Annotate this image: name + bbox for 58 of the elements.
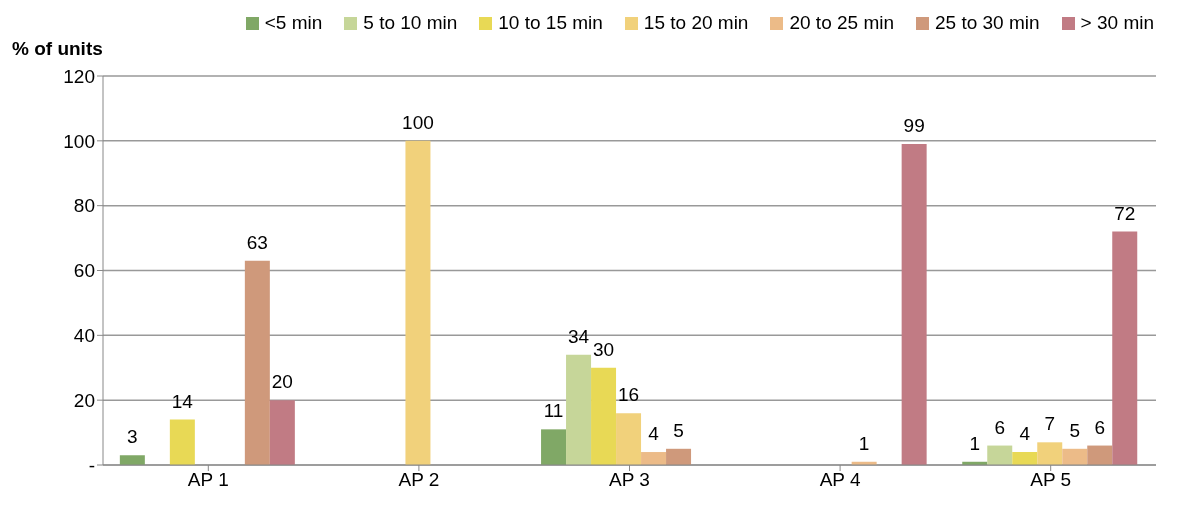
bar — [566, 354, 592, 465]
bar — [987, 445, 1013, 465]
data-label: 20 — [271, 371, 293, 393]
data-label: 6 — [994, 416, 1006, 438]
y-tick-label: 20 — [73, 389, 95, 411]
bar — [169, 419, 195, 465]
data-label: 5 — [1069, 419, 1081, 441]
data-label: 3 — [127, 426, 138, 448]
bar — [1112, 231, 1138, 465]
y-tick-label: - — [88, 454, 95, 476]
legend-label: 25 to 30 min — [935, 12, 1040, 34]
bar — [269, 400, 295, 465]
data-label: 1 — [969, 432, 981, 454]
bar — [1062, 448, 1088, 465]
legend-label: 15 to 20 min — [643, 12, 749, 34]
bar — [666, 448, 692, 465]
y-tick-label: 60 — [73, 260, 95, 282]
legend-label: <5 min — [264, 12, 323, 34]
bar — [1012, 452, 1038, 465]
x-tick-label: AP 3 — [609, 469, 650, 491]
x-tick-label: AP 5 — [1030, 469, 1072, 491]
bar — [119, 455, 145, 465]
data-label: 30 — [592, 338, 615, 360]
data-label: 11 — [543, 400, 564, 422]
x-tick-label: AP 4 — [819, 469, 861, 491]
bar — [244, 260, 270, 465]
data-label: 99 — [903, 115, 925, 137]
bar — [591, 367, 617, 465]
data-label: 7 — [1044, 413, 1056, 435]
data-label: 72 — [1114, 202, 1136, 224]
y-tick-label: 40 — [73, 325, 95, 347]
bar — [541, 429, 567, 465]
bar — [1087, 445, 1113, 465]
bar — [641, 452, 667, 465]
data-label: 4 — [1019, 423, 1031, 445]
legend-label: > 30 min — [1080, 12, 1154, 34]
data-label: 1 — [858, 432, 870, 454]
data-label: 100 — [402, 111, 434, 133]
legend-label: 20 to 25 min — [789, 12, 895, 34]
data-label: 34 — [567, 325, 590, 347]
data-label: 14 — [171, 390, 194, 412]
y-axis-title: % of units — [11, 38, 104, 61]
bar — [616, 413, 642, 465]
bar — [405, 140, 431, 465]
data-label: 6 — [1094, 416, 1106, 438]
y-tick-label: 100 — [63, 130, 95, 152]
data-label: 16 — [617, 384, 640, 406]
data-label: 63 — [246, 231, 268, 253]
x-tick-label: AP 1 — [187, 469, 229, 491]
y-tick-label: 120 — [63, 65, 95, 87]
y-tick-label: 80 — [73, 195, 95, 217]
data-label: 5 — [673, 419, 684, 441]
legend-label: 10 to 15 min — [498, 12, 603, 34]
x-tick-label: AP 2 — [398, 469, 440, 491]
bar — [901, 144, 927, 465]
data-label: 4 — [648, 423, 660, 445]
legend-label: 5 to 10 min — [363, 12, 458, 34]
bar — [1037, 442, 1063, 465]
